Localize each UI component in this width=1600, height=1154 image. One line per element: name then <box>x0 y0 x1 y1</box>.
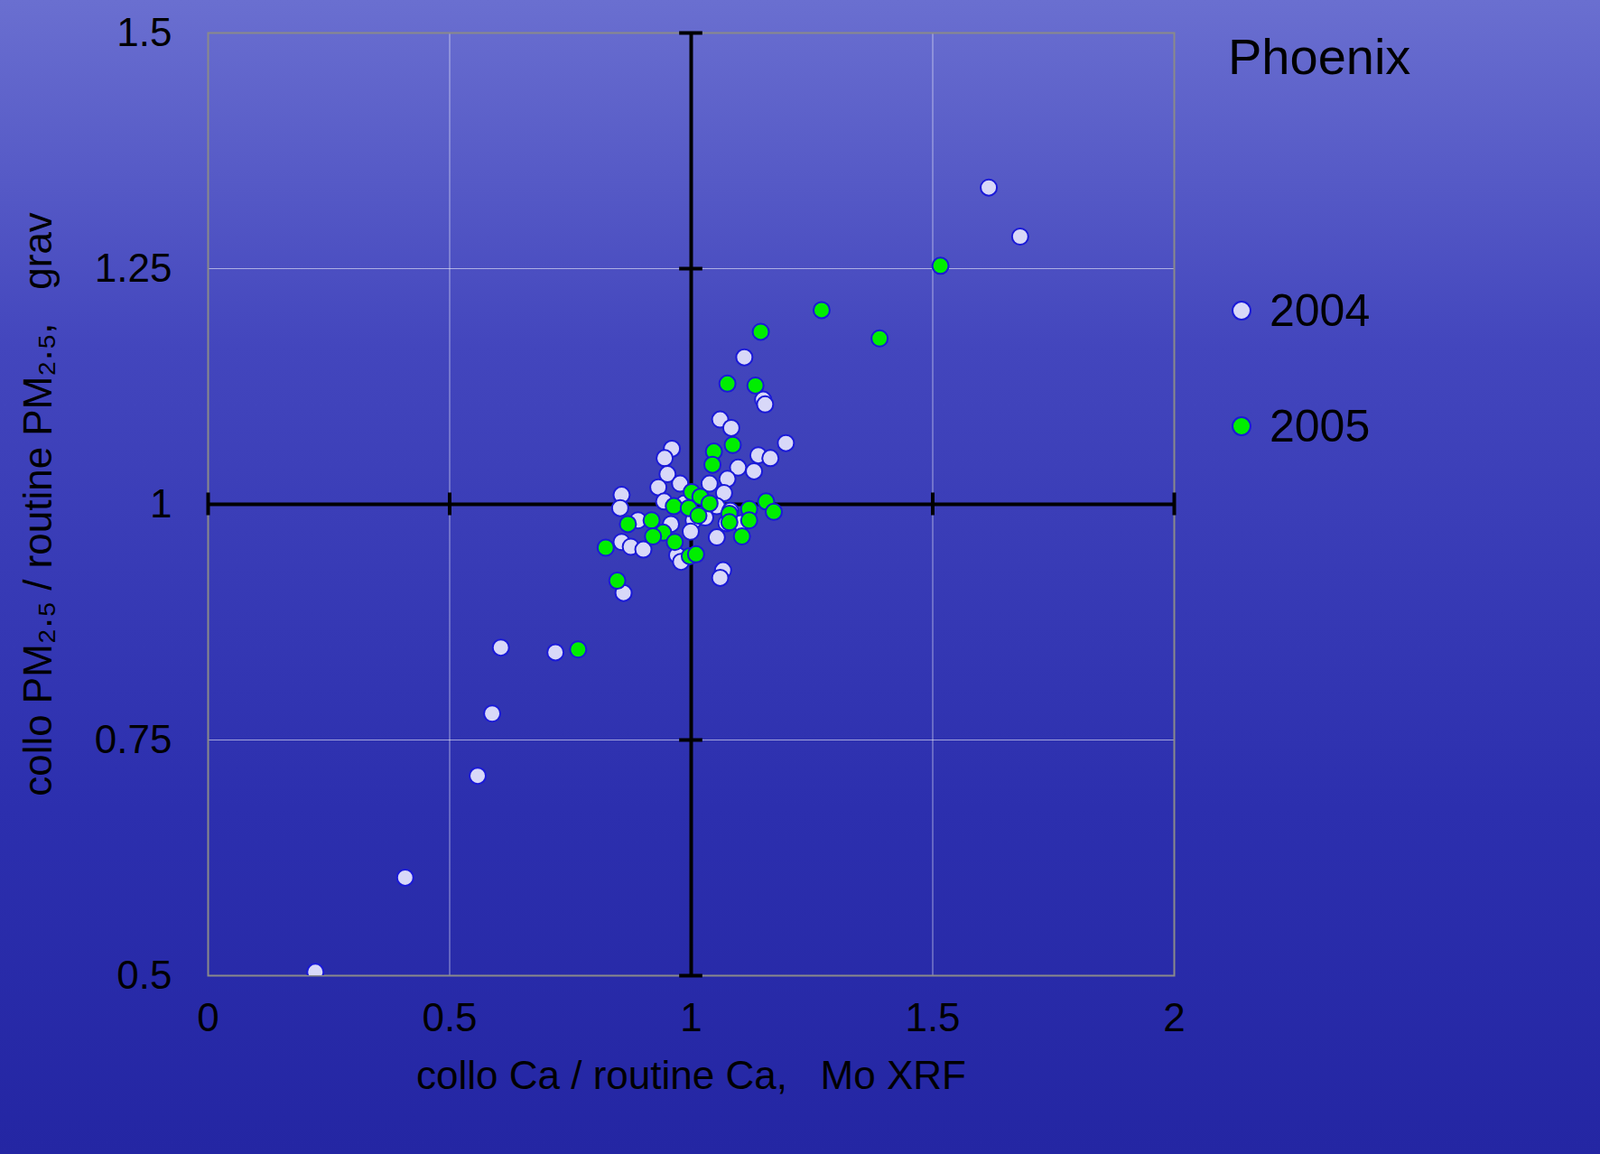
svg-text:0: 0 <box>196 995 219 1040</box>
svg-text:1: 1 <box>679 995 702 1040</box>
svg-text:collo PM₂.₅ / routine PM₂.₅,: collo PM₂.₅ / routine PM₂.₅, grav <box>15 212 60 797</box>
html-text:Phoenix: Phoenix <box>1227 27 1411 85</box>
svg-text:1.25: 1.25 <box>94 245 173 290</box>
html-text:2005: 2005 <box>1269 400 1370 452</box>
svg-text:0.5: 0.5 <box>421 995 477 1040</box>
svg-text:0.5: 0.5 <box>116 952 172 997</box>
svg-text:1.5: 1.5 <box>116 9 172 55</box>
svg-text:0.75: 0.75 <box>94 716 173 762</box>
svg-text:collo Ca / routine Ca, Mo XR: collo Ca / routine Ca, Mo XRF <box>416 1052 967 1098</box>
svg-text:1.5: 1.5 <box>904 995 960 1040</box>
svg-text:1: 1 <box>149 481 172 526</box>
svg-text:2: 2 <box>1162 995 1185 1040</box>
html-text:2004: 2004 <box>1269 285 1370 336</box>
